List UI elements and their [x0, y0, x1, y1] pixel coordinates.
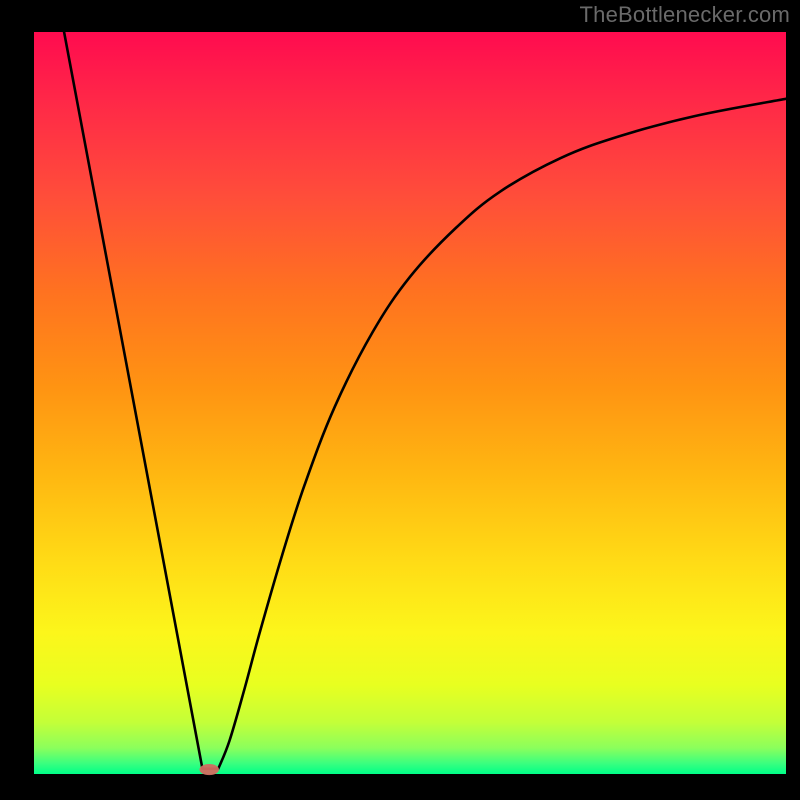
- watermark-text: TheBottlenecker.com: [580, 2, 790, 28]
- chart-gradient-bg: [34, 32, 786, 774]
- optimal-marker: [199, 764, 219, 775]
- bottleneck-chart: [0, 0, 800, 800]
- figure-container: TheBottlenecker.com: [0, 0, 800, 800]
